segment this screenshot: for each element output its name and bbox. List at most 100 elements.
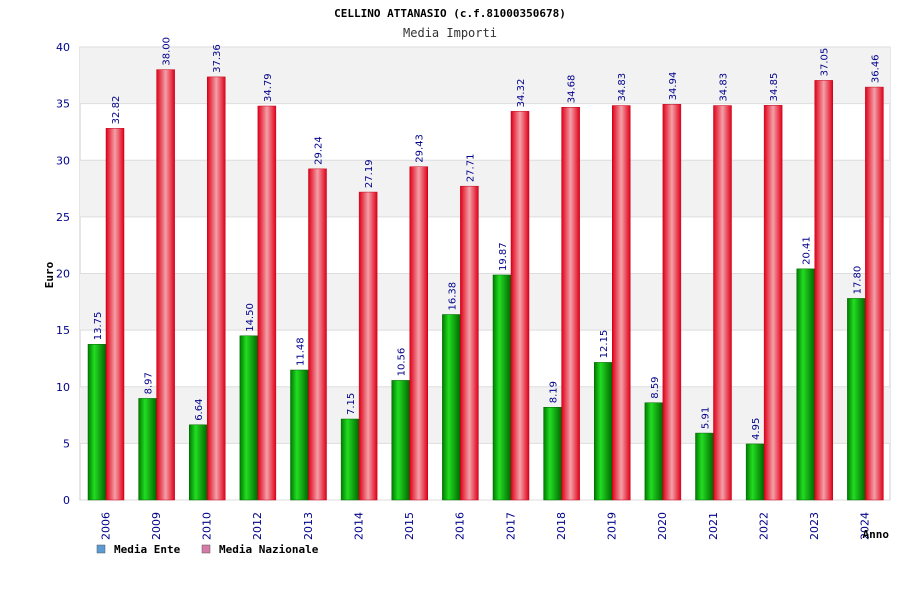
bar-media-nazionale-2023 <box>814 80 833 501</box>
x-tick-label-2018: 2018 <box>555 512 568 540</box>
legend: Media Ente Media Nazionale <box>96 543 319 556</box>
legend-label-1: Media Nazionale <box>219 543 319 556</box>
x-tick-label-2012: 2012 <box>251 512 264 540</box>
bar-media-nazionale-2022 <box>763 105 783 501</box>
label-media-ente-2009: 8.97 <box>144 372 155 394</box>
bar-media-ente-2024 <box>847 298 866 501</box>
bars <box>87 69 884 501</box>
label-media-nazionale-2017: 34.32 <box>516 79 527 108</box>
bar-media-ente-2009 <box>138 398 157 501</box>
label-media-ente-2015: 10.56 <box>397 348 408 377</box>
label-media-ente-2014: 7.15 <box>346 393 357 415</box>
legend-swatch-0 <box>96 544 106 554</box>
bar-media-ente-2006 <box>87 344 107 501</box>
x-tick-label-2019: 2019 <box>606 512 619 540</box>
bar-media-ente-2013 <box>290 369 309 501</box>
label-media-nazionale-2006: 32.82 <box>111 96 122 125</box>
bar-media-ente-2015 <box>391 380 410 501</box>
label-media-ente-2012: 14.50 <box>245 303 256 332</box>
bar-media-nazionale-2016 <box>460 185 479 501</box>
label-media-ente-2020: 8.59 <box>650 376 661 398</box>
y-tick-label: 30 <box>56 154 70 167</box>
x-axis-ticks: 2006 2009 2010 2012 2013 2014 2015 2016 2017 2018… <box>99 512 871 540</box>
x-tick-label-2023: 2023 <box>808 512 821 540</box>
data-labels: 13.75 32.82 8.97 38.00 6.64 37.36 14.50 34.79 11… <box>93 37 881 440</box>
label-media-nazionale-2009: 38.00 <box>162 37 173 66</box>
label-media-ente-2024: 17.80 <box>852 266 863 295</box>
y-tick-label: 15 <box>56 324 70 337</box>
x-tick-label-2016: 2016 <box>454 512 467 540</box>
bar-media-nazionale-2024 <box>865 86 884 501</box>
x-tick-label-2017: 2017 <box>504 512 517 540</box>
label-media-nazionale-2024: 36.46 <box>870 54 881 83</box>
y-axis-label: Euro <box>43 261 56 288</box>
bar-media-ente-2019 <box>594 362 613 501</box>
label-media-ente-2022: 4.95 <box>751 418 762 440</box>
y-tick-label: 35 <box>56 98 70 111</box>
label-media-ente-2016: 16.38 <box>447 282 458 311</box>
bar-media-ente-2023 <box>796 268 815 501</box>
bar-media-nazionale-2014 <box>358 191 378 501</box>
label-media-ente-2013: 11.48 <box>296 337 307 366</box>
x-tick-label-2009: 2009 <box>150 512 163 540</box>
x-tick-label-2010: 2010 <box>201 512 214 540</box>
bar-media-nazionale-2018 <box>561 106 580 501</box>
bar-media-ente-2014 <box>340 418 360 501</box>
bar-media-nazionale-2019 <box>612 105 631 501</box>
x-tick-label-2024: 2024 <box>859 512 872 540</box>
y-tick-label: 10 <box>56 381 70 394</box>
bar-media-nazionale-2010 <box>207 76 226 501</box>
bar-media-ente-2012 <box>239 335 259 501</box>
label-media-ente-2019: 12.15 <box>599 330 610 359</box>
label-media-nazionale-2019: 34.83 <box>617 73 628 102</box>
label-media-nazionale-2021: 34.83 <box>719 73 730 102</box>
label-media-ente-2006: 13.75 <box>93 312 104 341</box>
label-media-nazionale-2018: 34.68 <box>567 75 578 104</box>
bar-media-nazionale-2013 <box>308 168 327 501</box>
label-media-nazionale-2013: 29.24 <box>314 136 325 165</box>
bar-media-ente-2020 <box>644 402 664 501</box>
legend-label-0: Media Ente <box>114 543 181 556</box>
label-media-nazionale-2020: 34.94 <box>668 72 679 101</box>
x-tick-label-2013: 2013 <box>302 512 315 540</box>
x-tick-label-2022: 2022 <box>757 512 770 540</box>
label-media-nazionale-2012: 34.79 <box>263 73 274 102</box>
x-tick-label-2014: 2014 <box>352 512 365 540</box>
label-media-nazionale-2022: 34.85 <box>769 73 780 102</box>
label-media-nazionale-2015: 29.43 <box>415 134 426 163</box>
label-media-ente-2021: 5.91 <box>701 407 712 429</box>
y-tick-label: 40 <box>56 41 70 54</box>
x-tick-label-2006: 2006 <box>99 512 112 540</box>
label-media-nazionale-2016: 27.71 <box>465 154 476 183</box>
label-media-ente-2023: 20.41 <box>802 236 813 265</box>
label-media-nazionale-2010: 37.36 <box>212 44 223 73</box>
x-axis-label: Anno <box>863 528 890 541</box>
label-media-ente-2018: 8.19 <box>549 381 560 403</box>
chart-title: CELLINO ATTANASIO (c.f.81000350678) <box>334 7 566 20</box>
bar-media-ente-2016 <box>442 314 461 501</box>
bar-media-ente-2022 <box>745 443 765 501</box>
x-tick-label-2020: 2020 <box>656 512 669 540</box>
x-tick-label-2015: 2015 <box>403 512 416 540</box>
label-media-nazionale-2023: 37.05 <box>820 48 831 77</box>
bar-media-nazionale-2006 <box>105 128 125 501</box>
x-tick-label-2021: 2021 <box>707 512 720 540</box>
y-tick-label: 25 <box>56 211 70 224</box>
label-media-nazionale-2014: 27.19 <box>364 159 375 188</box>
chart-subtitle: Media Importi <box>403 26 497 40</box>
label-media-ente-2010: 6.64 <box>194 399 205 421</box>
bar-media-ente-2017 <box>492 274 512 501</box>
bar-media-ente-2018 <box>543 406 562 501</box>
y-tick-label: 0 <box>63 494 70 507</box>
legend-swatch-1 <box>201 544 211 554</box>
y-tick-label: 20 <box>56 268 70 281</box>
label-media-ente-2017: 19.87 <box>498 242 509 271</box>
y-axis-ticks: 0 5 10 15 20 25 30 35 40 <box>56 41 70 507</box>
y-tick-label: 5 <box>63 437 70 450</box>
bar-media-nazionale-2017 <box>510 111 530 501</box>
bar-media-nazionale-2021 <box>713 105 732 501</box>
bar-media-nazionale-2020 <box>662 104 682 501</box>
bar-media-nazionale-2015 <box>409 166 428 501</box>
